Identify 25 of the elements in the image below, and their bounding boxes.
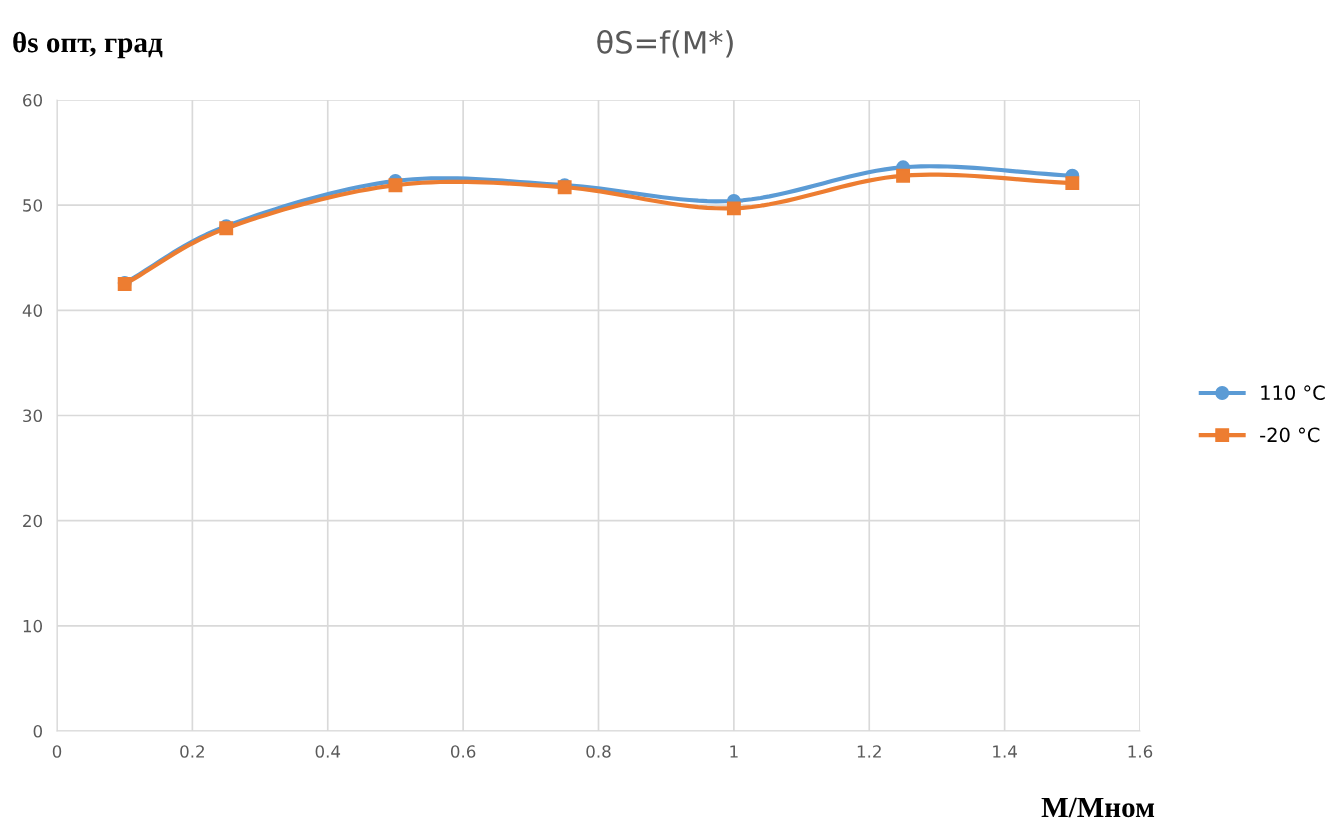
y-tick-label: 0: [33, 724, 42, 738]
y-axis-title: θs опт, град: [13, 31, 163, 59]
legend-label: 110 °C: [1261, 385, 1325, 401]
x-tick-label: 0.8: [586, 745, 611, 758]
x-tick-label: 1.6: [1128, 745, 1153, 758]
x-tick-label: 1.4: [993, 745, 1017, 758]
point: [1065, 176, 1080, 191]
x-axis-title: М/Мном: [1041, 797, 1155, 818]
y-tick-label: 30: [23, 409, 42, 423]
x-tick-label: 0: [52, 745, 62, 758]
x-tick-label: 1: [730, 745, 738, 758]
x-tick-label: 0.4: [315, 745, 341, 758]
chart-title: θS=f(M*): [597, 29, 733, 58]
y-tick-label: 50: [23, 199, 42, 212]
y-tick-label: 10: [23, 619, 42, 633]
point: [388, 178, 403, 193]
y-tick-label: 20: [23, 514, 42, 528]
x-tick-label: 1.2: [857, 745, 881, 758]
y-tick-label: 40: [22, 304, 42, 317]
point: [726, 201, 741, 216]
point: [896, 168, 911, 183]
y-tick-label: 60: [23, 93, 42, 107]
x-tick-label: 0.6: [450, 745, 476, 758]
legend-label: -20 °C: [1260, 427, 1320, 443]
x-tick-label: 0.2: [180, 745, 204, 758]
